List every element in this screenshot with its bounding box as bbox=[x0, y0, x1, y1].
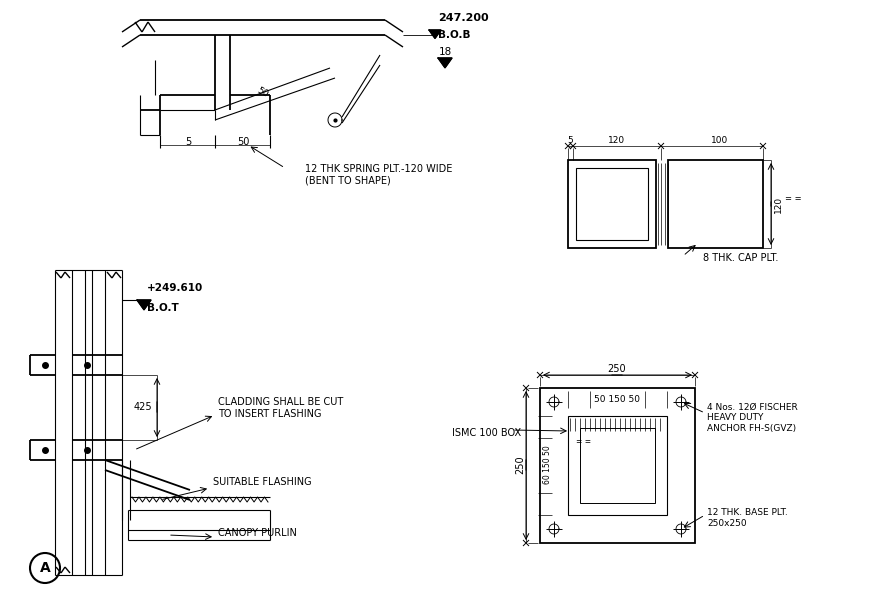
Text: 50 150 50: 50 150 50 bbox=[594, 396, 640, 405]
Text: B.O.B: B.O.B bbox=[437, 30, 470, 40]
Text: 120: 120 bbox=[607, 136, 625, 145]
Text: SUITABLE FLASHING: SUITABLE FLASHING bbox=[213, 477, 311, 487]
Text: CLADDING SHALL BE CUT
TO INSERT FLASHING: CLADDING SHALL BE CUT TO INSERT FLASHING bbox=[218, 397, 343, 419]
Text: +249.610: +249.610 bbox=[147, 283, 203, 293]
Text: = =: = = bbox=[575, 436, 590, 445]
Text: 100: 100 bbox=[711, 136, 728, 145]
Polygon shape bbox=[428, 30, 441, 38]
Text: 12 THK. BASE PLT.
250x250: 12 THK. BASE PLT. 250x250 bbox=[706, 508, 786, 527]
Bar bbox=[567, 160, 655, 248]
Text: 5: 5 bbox=[567, 136, 572, 145]
Text: B.O.T: B.O.T bbox=[147, 303, 178, 313]
Bar bbox=[567, 416, 667, 515]
Text: 50: 50 bbox=[236, 137, 249, 147]
Polygon shape bbox=[437, 58, 452, 68]
Text: 8 THK. CAP PLT.: 8 THK. CAP PLT. bbox=[702, 253, 778, 263]
Text: 4 Nos. 12Ø FISCHER
HEAVY DUTY
ANCHOR FH-S(GVZ): 4 Nos. 12Ø FISCHER HEAVY DUTY ANCHOR FH-… bbox=[706, 403, 797, 433]
Text: 50: 50 bbox=[255, 85, 270, 99]
Text: A: A bbox=[40, 561, 50, 575]
Text: 120: 120 bbox=[773, 195, 782, 213]
Bar bbox=[540, 388, 694, 543]
Text: 60 150 50: 60 150 50 bbox=[543, 446, 552, 485]
Text: 247.200: 247.200 bbox=[437, 13, 488, 23]
Bar bbox=[667, 160, 762, 248]
Text: CANOPY PURLIN: CANOPY PURLIN bbox=[218, 528, 296, 538]
Bar bbox=[580, 428, 654, 503]
Bar bbox=[575, 168, 647, 240]
Text: 425: 425 bbox=[133, 402, 152, 412]
Text: 12 THK SPRING PLT.-120 WIDE
(BENT TO SHAPE): 12 THK SPRING PLT.-120 WIDE (BENT TO SHA… bbox=[305, 164, 452, 186]
Text: ISMC 100 BOX: ISMC 100 BOX bbox=[452, 428, 521, 438]
Text: 18: 18 bbox=[438, 47, 451, 57]
Text: 5: 5 bbox=[184, 137, 191, 147]
Text: = =: = = bbox=[784, 194, 800, 203]
Text: 250: 250 bbox=[607, 364, 626, 374]
Text: 250: 250 bbox=[514, 456, 524, 474]
Polygon shape bbox=[136, 300, 151, 310]
